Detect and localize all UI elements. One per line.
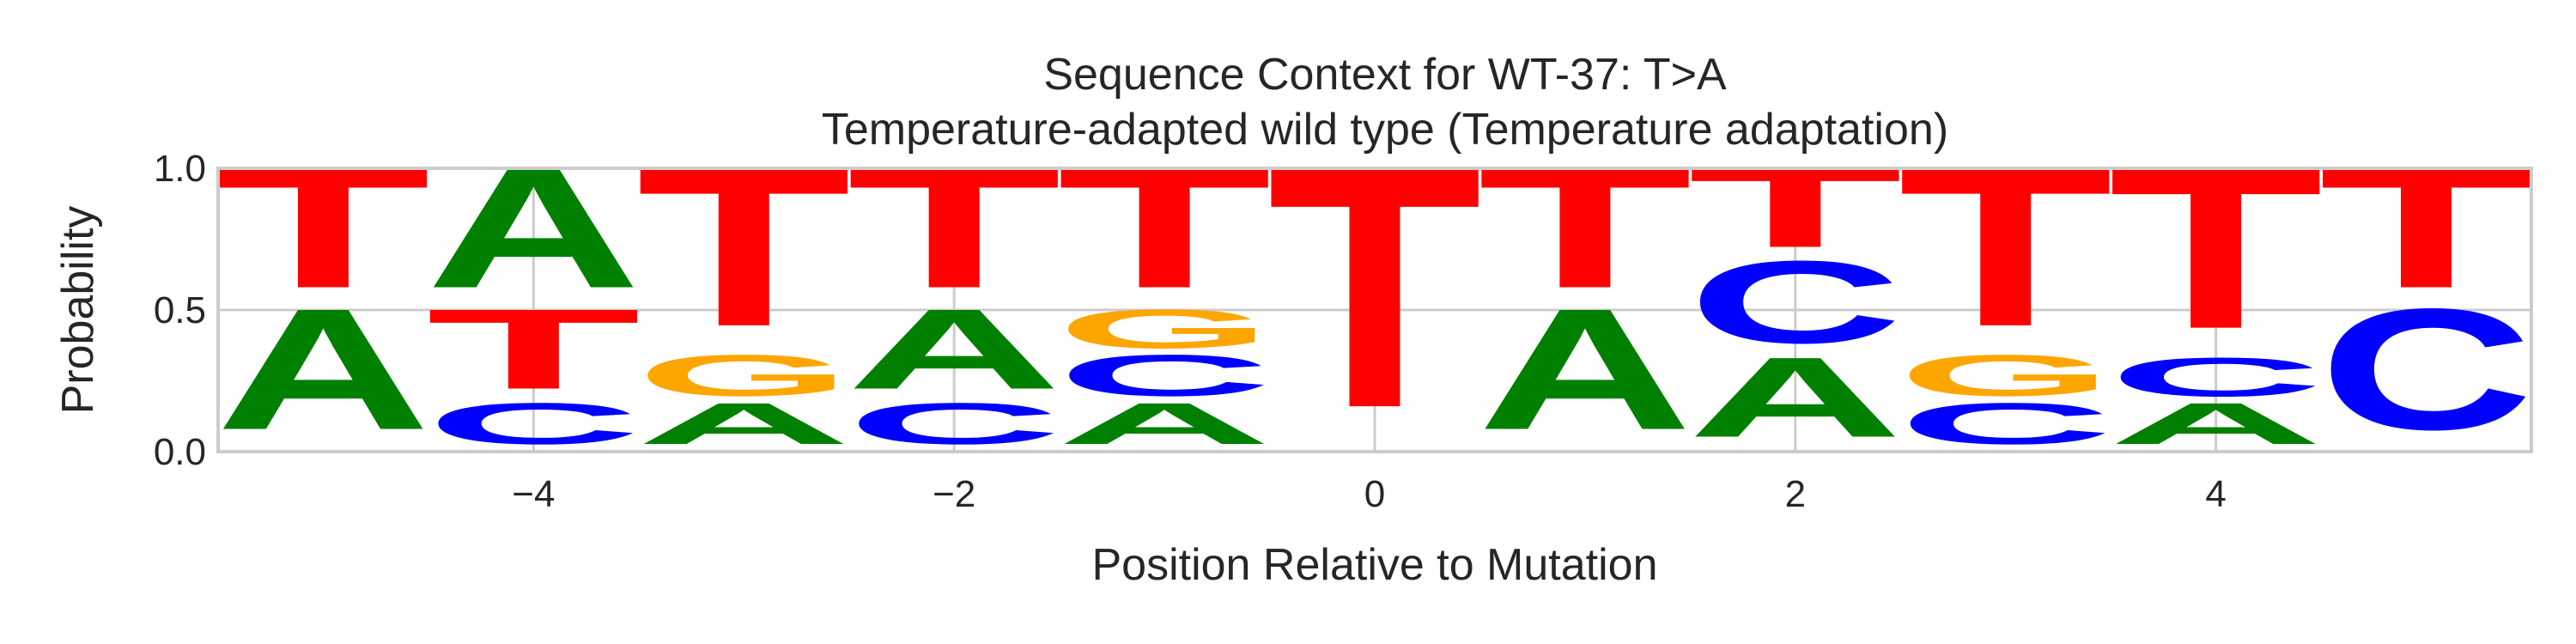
logo-letter-G: G bbox=[1057, 298, 1272, 360]
logo-column: AT bbox=[1478, 131, 1692, 466]
logo-letter-A: A bbox=[847, 285, 1061, 413]
axis-ticks: 0.0 0.5 1.0 −4 −2 0 2 4 bbox=[154, 148, 2227, 515]
y-tick-label: 1.0 bbox=[154, 148, 206, 190]
logo-letter-T: T bbox=[636, 119, 851, 374]
y-axis-label: Probability bbox=[53, 206, 103, 415]
logo-letter-T: T bbox=[1688, 143, 1903, 271]
logo-column: CGT bbox=[1899, 119, 2113, 457]
chart-subtitle: Temperature-adapted wild type (Temperatu… bbox=[822, 105, 1948, 155]
x-axis-label: Position Relative to Mutation bbox=[1091, 540, 1657, 590]
logo-letter-A: A bbox=[1057, 391, 1272, 456]
chart-title: Sequence Context for WT-37: T>A bbox=[1043, 50, 1727, 100]
logo-letter-T: T bbox=[1899, 119, 2113, 374]
logo-letter-T: T bbox=[1267, 94, 1482, 480]
logo-column: CTA bbox=[426, 131, 641, 457]
logo-letter-T: T bbox=[216, 131, 430, 325]
logo-letter-G: G bbox=[636, 343, 851, 409]
logo-letter-C: C bbox=[1057, 343, 1272, 408]
logo-letter-C: C bbox=[1688, 236, 1903, 368]
logo-letter-C: C bbox=[2318, 273, 2533, 466]
y-tick-label: 0.5 bbox=[154, 289, 206, 331]
logo-column: ACT bbox=[1688, 143, 1903, 461]
logo-column: T bbox=[1267, 94, 1482, 480]
logo-column: CT bbox=[2318, 131, 2533, 466]
logo-letter-T: T bbox=[426, 285, 641, 413]
y-tick-label: 0.0 bbox=[154, 431, 206, 473]
logo-letter-A: A bbox=[1478, 273, 1692, 466]
logo-letter-T: T bbox=[2318, 131, 2533, 325]
x-tick-label: −2 bbox=[933, 473, 975, 515]
logo-column: CAT bbox=[847, 131, 1061, 457]
logo-letter-A: A bbox=[636, 391, 851, 456]
logo-letter-T: T bbox=[2109, 118, 2324, 377]
plot-frame bbox=[216, 167, 2533, 453]
logo-column: ACT bbox=[2109, 118, 2324, 456]
logo-column: AGT bbox=[636, 119, 851, 457]
logo-letter-C: C bbox=[847, 391, 1061, 456]
x-tick-label: 0 bbox=[1364, 473, 1385, 515]
logo-letter-A: A bbox=[426, 131, 641, 325]
x-tick-label: 4 bbox=[2205, 473, 2226, 515]
logo-column: AT bbox=[216, 131, 430, 466]
logo-letter-C: C bbox=[426, 391, 641, 456]
logo-letter-A: A bbox=[1688, 333, 1903, 461]
logo-letter-C: C bbox=[1899, 391, 2113, 456]
logo-letter-T: T bbox=[847, 131, 1061, 325]
logo-letter-A: A bbox=[2109, 391, 2324, 456]
x-tick-label: 2 bbox=[1785, 473, 1806, 515]
logo-letter-C: C bbox=[2109, 346, 2324, 408]
logo-letter-A: A bbox=[216, 273, 430, 466]
logo-letter-T: T bbox=[1057, 131, 1272, 325]
logo-letter-T: T bbox=[1478, 131, 1692, 325]
logo-letter-G: G bbox=[1899, 343, 2113, 409]
x-tick-label: −4 bbox=[512, 473, 555, 515]
